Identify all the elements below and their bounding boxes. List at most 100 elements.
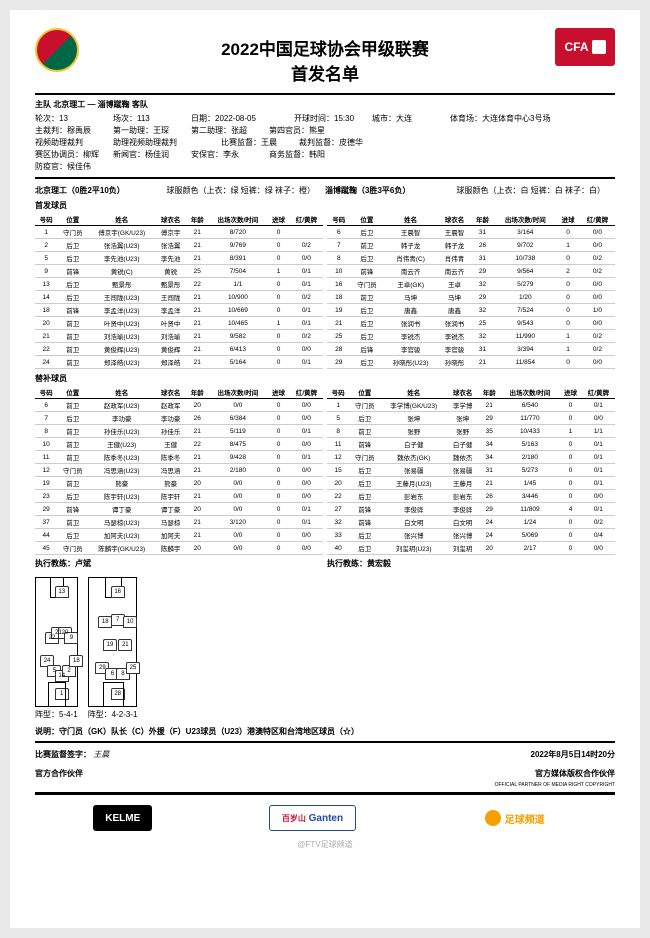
- table-row: 15后卫张易疆张易疆315/27300/1: [327, 464, 615, 477]
- table-row: 20前卫叶贤中(U23)叶贤中2110/46510/1: [35, 317, 323, 330]
- table-row: 28后锋李官骏李官骏313/39410/2: [327, 343, 615, 356]
- table-row: 18前卫马坤马坤291/2000/0: [327, 291, 615, 304]
- table-row: 18前锋李孟洋(U23)李孟洋2110/66900/1: [35, 304, 323, 317]
- col-header: 球衣名: [155, 386, 186, 399]
- col-header: 红/黄牌: [290, 213, 323, 226]
- col-header: 姓名: [380, 386, 447, 399]
- table-row: 25后卫李锐杰李锐杰3211/99010/2: [327, 330, 615, 343]
- table-row: 8后卫肖伟青(C)肖伟青3110/73800/2: [327, 252, 615, 265]
- table-row: 22后卫彭岩东彭岩东263/44600/0: [327, 490, 615, 503]
- home-team: 北京理工（0胜2平10负）: [35, 186, 125, 195]
- col-header: 号码: [35, 213, 57, 226]
- table-row: 16守门员王卓(GK)王卓325/27900/0: [327, 278, 615, 291]
- table-row: 21前卫刘浩瑜(U23)刘浩瑜219/58200/2: [35, 330, 323, 343]
- table-row: 12守门员冯思涵(U23)冯思涵212/18000/0: [35, 464, 323, 477]
- col-header: 球衣名: [447, 386, 478, 399]
- col-header: 进球: [556, 213, 580, 226]
- table-row: 23后卫陈宇轩(U23)陈宇轩210/000/0: [35, 490, 323, 503]
- watermark: @FTV足球频道: [35, 839, 615, 850]
- table-row: 6后卫王晨智王晨智313/16400/0: [327, 226, 615, 239]
- table-row: 37前卫马瑟椋(U23)马瑟椋213/12000/1: [35, 516, 323, 529]
- table-row: 1守门员李学博(GK/U23)李学博216/54000/1: [327, 399, 615, 412]
- table-row: 5后卫张坤张坤2911/77000/0: [327, 412, 615, 425]
- col-header: 位置: [351, 213, 384, 226]
- col-header: 姓名: [88, 386, 155, 399]
- col-header: 号码: [327, 213, 351, 226]
- table-row: 20后卫王藤月(U23)王藤月211/4500/1: [327, 477, 615, 490]
- col-header: 球衣名: [438, 213, 471, 226]
- legend-notes: 说明：守门员（GK）队长（C）外援（F）U23球员（U23）港澳特区和台湾地区球…: [35, 726, 615, 737]
- table-row: 22前卫黄俊辉(U23)黄俊辉216/41300/0: [35, 343, 323, 356]
- jersey-icon: 13: [55, 586, 69, 598]
- table-row: 1守门员傅京宇(GK/U23)傅京宇218/7200: [35, 226, 323, 239]
- table-row: 29前锋谭丁豪谭丁豪200/000/1: [35, 503, 323, 516]
- table-row: 5后卫李先池(U23)李先池218/39100/0: [35, 252, 323, 265]
- table-row: 7后卫李功豪李功豪266/38400/0: [35, 412, 323, 425]
- table-row: 24前卫郑泽皓(U23)郑泽皓215/16400/1: [35, 356, 323, 369]
- partner-ftv: 足球频道: [473, 805, 557, 831]
- jersey-icon: 10: [123, 616, 137, 628]
- table-row: 8前卫张野张野3510/43311/1: [327, 425, 615, 438]
- table-row: 10前卫王健(U23)王健228/47500/0: [35, 438, 323, 451]
- home-coach: 执行教练：卢斌: [35, 558, 323, 569]
- col-header: 年龄: [478, 386, 500, 399]
- jersey-icon: 19: [103, 639, 117, 651]
- jersey-icon: 25: [126, 662, 140, 674]
- col-header: 进球: [267, 386, 289, 399]
- col-header: 红/黄牌: [580, 213, 615, 226]
- col-header: 号码: [35, 386, 57, 399]
- title-line1: 2022中国足球协会甲级联赛: [35, 35, 615, 60]
- teams-header: 主队 北京理工 — 淄博蹴鞠 客队: [35, 99, 615, 111]
- cfa-logo: CFA: [555, 28, 615, 66]
- away-subs-table: 号码位置姓名球衣名年龄出场次数/时间进球红/黄牌1守门员李学博(GK/U23)李…: [327, 386, 615, 555]
- col-header: 姓名: [383, 213, 438, 226]
- col-header: 出场次数/时间: [208, 386, 267, 399]
- partner-ganten: 百岁山 Ganten: [269, 805, 356, 831]
- table-row: 14后卫王闯陇(U23)王闯陇2110/90000/2: [35, 291, 323, 304]
- away-team: 淄博蹴鞠（3胜3平6负）: [325, 186, 410, 195]
- col-header: 红/黄牌: [582, 386, 615, 399]
- partner-kelme: KELME: [93, 805, 152, 831]
- partners-row: KELME 百岁山 Ganten 足球频道: [35, 801, 615, 835]
- table-row: 32前锋白文明白文明241/2400/2: [327, 516, 615, 529]
- home-subs-table: 号码位置姓名球衣名年龄出场次数/时间进球红/黄牌6前卫赵政军(U23)赵政军20…: [35, 386, 323, 555]
- col-header: 进球: [559, 386, 581, 399]
- table-row: 7前卫韩子龙韩子龙269/70210/0: [327, 239, 615, 252]
- col-header: 球衣名: [155, 213, 186, 226]
- jersey-icon: 21: [118, 639, 132, 651]
- table-row: 27前锋李俊骅李俊骅2911/80940/1: [327, 503, 615, 516]
- table-row: 10前锋南云齐南云齐299/56420/2: [327, 265, 615, 278]
- col-header: 位置: [57, 213, 88, 226]
- jersey-icon: 16: [111, 586, 125, 598]
- table-row: 6前卫赵政军(U23)赵政军200/000/0: [35, 399, 323, 412]
- table-row: 44后卫加阿夫(U23)加阿夫210/000/0: [35, 529, 323, 542]
- home-starters-table: 号码位置姓名球衣名年龄出场次数/时间进球红/黄牌1守门员傅京宇(GK/U23)傅…: [35, 213, 323, 369]
- col-header: 年龄: [471, 213, 495, 226]
- table-row: 11前锋白子健白子健345/16300/1: [327, 438, 615, 451]
- away-formation-pitch: 1629682519211871028: [88, 577, 138, 707]
- col-header: 年龄: [186, 213, 208, 226]
- table-row: 9前锋黄锐(C)黄锐257/50410/1: [35, 265, 323, 278]
- lineup-sheet: CFA 2022中国足球协会甲级联赛 首发名单 主队 北京理工 — 淄博蹴鞠 客…: [10, 10, 640, 928]
- table-row: 19前卫熊豪熊豪200/000/0: [35, 477, 323, 490]
- col-header: 进球: [267, 213, 289, 226]
- table-row: 2后卫张浩翼(U23)张浩翼219/76900/2: [35, 239, 323, 252]
- title-line2: 首发名单: [35, 60, 615, 85]
- table-row: 19后卫唐鑫唐鑫327/52401/0: [327, 304, 615, 317]
- col-header: 年龄: [186, 386, 208, 399]
- match-info: 主队 北京理工 — 淄博蹴鞠 客队 轮次：13 场次：113 日期：2022-0…: [35, 99, 615, 173]
- col-header: 姓名: [88, 213, 155, 226]
- table-row: 21后卫张润书张润书259/54300/0: [327, 317, 615, 330]
- table-row: 12守门员魏依杰(GK)魏依杰342/18000/1: [327, 451, 615, 464]
- jersey-icon: 1: [55, 688, 69, 700]
- cfa-crest-icon: [35, 28, 79, 72]
- table-row: 13后卫甄景彤甄景彤221/100/1: [35, 278, 323, 291]
- col-header: 号码: [327, 386, 349, 399]
- col-header: 出场次数/时间: [500, 386, 559, 399]
- home-formation-pitch: 132451421822212091: [35, 577, 78, 707]
- jersey-icon: 28: [111, 688, 125, 700]
- table-row: 29后卫孙晓彤(U23)孙晓彤2111/85400/0: [327, 356, 615, 369]
- col-header: 位置: [57, 386, 88, 399]
- table-row: 40后卫刘玺玥(U23)刘玺玥202/1700/0: [327, 542, 615, 555]
- jersey-icon: 18: [69, 655, 83, 667]
